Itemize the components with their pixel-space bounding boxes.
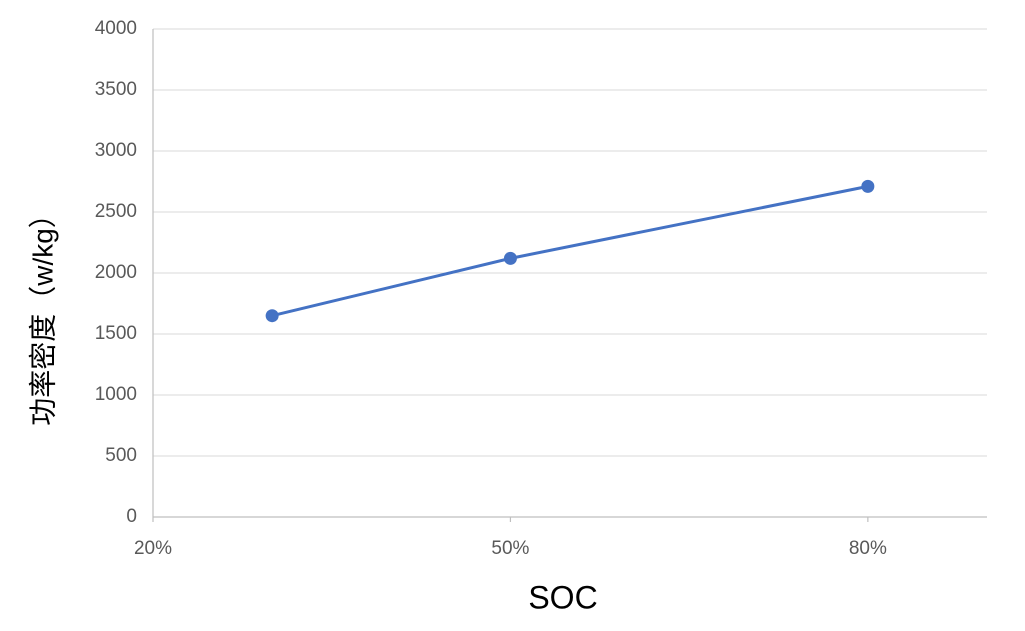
y-tick-label: 0 <box>126 506 137 527</box>
y-axis-title: 功率密度（w/kg） <box>27 200 58 426</box>
y-tick-label: 500 <box>105 445 137 466</box>
x-tick-label: 20% <box>134 538 172 559</box>
x-axis-title: SOC <box>528 579 597 615</box>
data-line <box>271 184 869 318</box>
y-tick-label: 4000 <box>95 18 137 39</box>
y-tick-label: 3500 <box>95 79 137 100</box>
data-point <box>861 179 875 193</box>
data-point <box>265 309 279 323</box>
y-tick-label: 3000 <box>95 140 137 161</box>
y-tick-label: 1500 <box>95 323 137 344</box>
data-point <box>503 251 517 265</box>
x-tick-label: 50% <box>491 538 529 559</box>
y-tick-label: 1000 <box>95 384 137 405</box>
y-tick-label: 2000 <box>95 262 137 283</box>
x-tick-label: 80% <box>849 538 887 559</box>
y-tick-label: 2500 <box>95 201 137 222</box>
